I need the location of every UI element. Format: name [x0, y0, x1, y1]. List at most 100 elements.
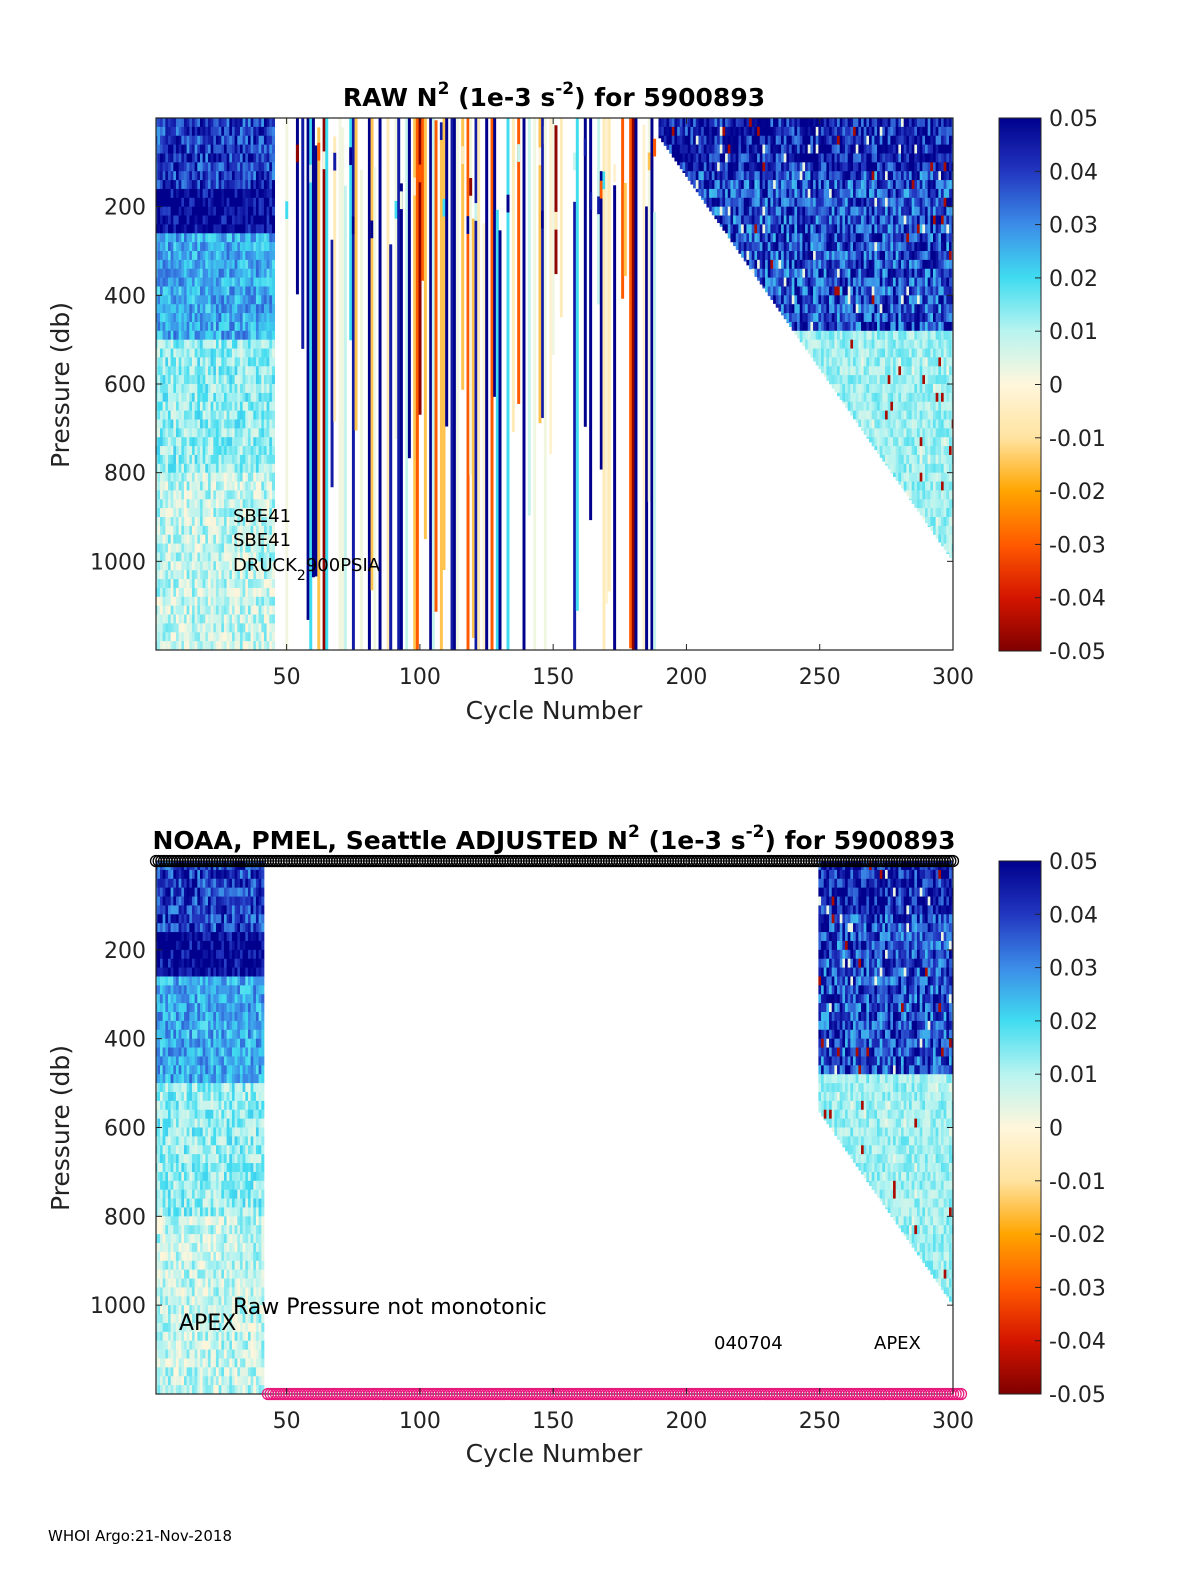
- raw-cell-good: [717, 153, 721, 163]
- raw-cell-good: [858, 384, 862, 394]
- raw-cell-good: [199, 401, 204, 411]
- raw-cell-good: [901, 180, 905, 190]
- raw-cell-good: [727, 144, 731, 154]
- raw-cell-good: [815, 348, 819, 358]
- raw-cell-good: [162, 295, 166, 305]
- raw-cell-good: [162, 579, 166, 589]
- raw-cell-good: [895, 330, 899, 341]
- raw-cell-streak: [285, 118, 289, 650]
- raw-cell-good: [901, 339, 905, 349]
- raw-cell-good: [749, 162, 753, 172]
- raw-cell-good: [834, 304, 838, 314]
- raw-cell-good: [789, 144, 793, 154]
- raw-cell-good: [191, 428, 196, 438]
- raw-cell-good: [165, 153, 169, 163]
- raw-cell-good: [207, 153, 212, 163]
- raw-cell-good: [269, 251, 273, 261]
- raw-cell-streak: [466, 118, 470, 650]
- raw-cell-good: [863, 118, 867, 128]
- raw-cell-good: [213, 392, 217, 403]
- raw-cell-good: [261, 454, 265, 465]
- raw-cell-good: [698, 153, 702, 163]
- raw-cell-good: [194, 508, 198, 518]
- raw-cell-good: [173, 428, 177, 438]
- raw-cell-good: [743, 259, 747, 262]
- raw-cell-good: [263, 384, 268, 394]
- raw-cell-good: [882, 428, 886, 438]
- raw-cell-good: [767, 268, 771, 278]
- raw-cell-good: [831, 126, 835, 137]
- raw-cell-good: [237, 304, 241, 314]
- raw-cell-good: [682, 171, 686, 173]
- raw-cell-good: [906, 144, 910, 154]
- raw-cell-good: [826, 215, 830, 225]
- raw-cell-good: [157, 135, 161, 145]
- raw-cell-good: [234, 596, 238, 607]
- raw-cell-good: [845, 313, 849, 323]
- raw-cell-good: [786, 215, 790, 225]
- raw-cell-good: [181, 313, 185, 323]
- raw-cell-good: [885, 446, 889, 456]
- raw-cell-good: [786, 295, 790, 305]
- raw-cell-good: [850, 304, 854, 314]
- raw-cell-good: [162, 375, 166, 385]
- raw-cell-good: [906, 339, 910, 349]
- raw-cell-good: [738, 224, 742, 234]
- raw-cell-good: [175, 437, 180, 447]
- raw-cell-good: [223, 570, 228, 580]
- raw-cell-good: [906, 401, 910, 411]
- raw-cell-good: [901, 162, 905, 172]
- raw-cell-good: [191, 251, 196, 261]
- raw-cell-good: [175, 454, 180, 465]
- raw-cell-good: [234, 242, 238, 252]
- raw-cell-good: [674, 144, 678, 154]
- raw-cell-good: [797, 286, 801, 296]
- raw-cell-good: [901, 330, 905, 341]
- raw-cell-good: [871, 171, 875, 181]
- raw-cell-good: [877, 357, 881, 367]
- raw-cell-good: [194, 277, 198, 287]
- raw-cell-good: [271, 570, 276, 580]
- raw-cell-good: [874, 197, 878, 208]
- raw-cell-good: [783, 268, 787, 278]
- raw-cell-good: [887, 162, 891, 172]
- raw-cell-good: [202, 135, 206, 145]
- raw-cell-good: [901, 277, 905, 287]
- raw-cell-good: [189, 224, 193, 234]
- raw-cell-good: [207, 295, 212, 305]
- raw-cell-good: [181, 197, 185, 208]
- raw-cell-good: [223, 384, 228, 394]
- raw-cell-good: [218, 259, 222, 270]
- raw-cell-good: [885, 188, 889, 199]
- raw-cell-good: [266, 224, 270, 234]
- raw-cell-good: [903, 118, 907, 128]
- raw-cell-good: [754, 153, 758, 163]
- raw-cell-good: [218, 525, 222, 536]
- raw-cell-good: [786, 144, 790, 154]
- raw-cell-good: [191, 543, 196, 553]
- raw-cell-good: [903, 135, 907, 145]
- raw-cell-good: [226, 587, 230, 598]
- raw-cell-good: [826, 348, 830, 358]
- raw-cell-good: [162, 614, 166, 624]
- raw-cell-good: [815, 277, 819, 287]
- raw-cell-good: [741, 180, 745, 190]
- raw-cell-good: [890, 428, 894, 438]
- raw-cell-good: [191, 295, 196, 305]
- raw-cell-good: [213, 348, 217, 358]
- raw-cell-good: [730, 180, 734, 190]
- raw-cell-good: [189, 277, 193, 287]
- raw-cell-good: [749, 233, 753, 243]
- raw-cell-good: [178, 499, 182, 509]
- raw-cell-good: [207, 410, 212, 420]
- raw-cell-good: [719, 162, 723, 172]
- raw-cell-good: [269, 268, 273, 278]
- raw-cell-good: [890, 224, 894, 234]
- raw-cell-good: [197, 206, 201, 216]
- raw-cell-good: [719, 224, 723, 227]
- raw-cell-good: [231, 517, 236, 527]
- raw-cell-good: [874, 295, 878, 305]
- raw-cell-good: [175, 126, 180, 137]
- raw-cell-good: [831, 268, 835, 278]
- raw-cell-good: [863, 162, 867, 172]
